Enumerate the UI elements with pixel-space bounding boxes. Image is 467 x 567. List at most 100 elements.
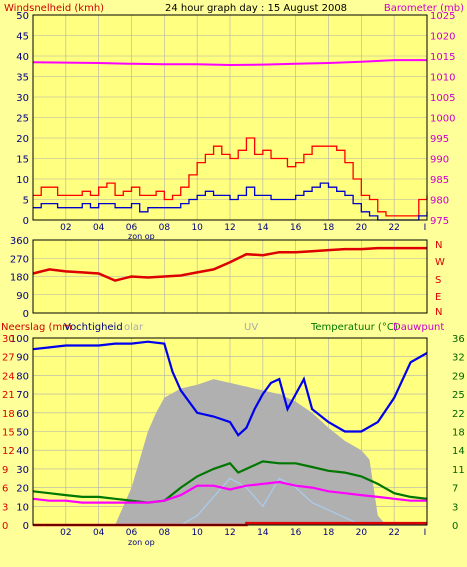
- solar-area: [33, 379, 427, 525]
- barometer-tick-label: 1000: [430, 114, 455, 125]
- rain-tick-label: 0: [2, 521, 8, 532]
- x-tick-label: 06: [126, 528, 138, 538]
- wind-tick-label: 10: [16, 175, 29, 186]
- rain-axis-title: Neerslag (mm: [1, 322, 72, 333]
- weather-panel-border: [32, 337, 428, 526]
- wind-tick-label: 30: [16, 93, 29, 104]
- x-tick-label: 08: [159, 528, 171, 538]
- rain-tick-label: 24: [2, 371, 15, 382]
- x-tick-label: 02: [60, 528, 71, 538]
- barometer-tick-label: 1010: [430, 73, 455, 84]
- barometer-tick-label: 1005: [430, 93, 455, 104]
- humidity-tick-label: 0: [23, 521, 29, 532]
- humidity-tick-label: 60: [16, 409, 29, 420]
- x-tick-label: 10: [191, 528, 203, 538]
- barometer-tick-label: 985: [430, 175, 449, 186]
- barometer-tick-label: 980: [430, 196, 449, 207]
- rain-tick-label: 3: [2, 502, 8, 513]
- uv-line: [33, 477, 427, 526]
- humidity-axis-title: Vochtigheid: [64, 322, 123, 333]
- dewpoint-line: [32, 480, 427, 504]
- humidity-tick-label: 90: [16, 353, 29, 364]
- rain-tick-label: 30: [2, 334, 15, 345]
- sunrise-label: zon op: [128, 232, 155, 241]
- x-tick-label: 04: [93, 223, 105, 233]
- barometer-line: [32, 59, 427, 67]
- temperature-tick-label: 3: [452, 502, 458, 513]
- uv-axis-title: UV: [244, 322, 258, 333]
- direction-tick-label: 360: [10, 236, 29, 247]
- temperature-tick-label: 18: [452, 428, 465, 439]
- x-tick-label: 02: [60, 223, 71, 233]
- wind-panel-border: [32, 14, 428, 221]
- x-tick-label: 16: [290, 223, 302, 233]
- humidity-line: [32, 340, 428, 437]
- rain-tick-label: 21: [2, 390, 15, 401]
- humidity-tick-label: 20: [16, 484, 29, 495]
- x-tick-label: 16: [290, 528, 302, 538]
- humidity-tick-label: 50: [16, 428, 29, 439]
- x-tick-label: 06: [126, 223, 138, 233]
- solar-axis-title: olar: [124, 322, 144, 333]
- temperature-tick-label: 0: [452, 521, 458, 532]
- rain-tick-label: 12: [2, 446, 15, 457]
- humidity-tick-label: 70: [16, 390, 29, 401]
- x-tick-label: 14: [257, 528, 269, 538]
- wind-axis-title: Windsnelheid (kmh): [4, 3, 104, 14]
- rain-tick-label: 9: [2, 465, 8, 476]
- x-tick-label: 18: [323, 528, 335, 538]
- chart-title: 24 hour graph day : 15 August 2008: [165, 3, 347, 14]
- humidity-tick-label: 80: [16, 371, 29, 382]
- wind-tick-label: 35: [16, 73, 29, 84]
- barometer-tick-label: 975: [430, 216, 449, 227]
- compass-label: W: [435, 257, 445, 268]
- wind-tick-label: 45: [16, 32, 29, 43]
- x-tick-label: 20: [356, 528, 368, 538]
- barometer-axis-title: Barometer (mb): [384, 3, 464, 14]
- x-tick-label: 10: [191, 223, 203, 233]
- temperature-tick-label: 25: [452, 390, 465, 401]
- compass-label: N: [435, 307, 442, 318]
- direction-tick-label: 90: [16, 291, 29, 302]
- x-tick-label: I: [424, 223, 427, 233]
- humidity-tick-label: 40: [16, 446, 29, 457]
- temperature-line: [32, 460, 428, 504]
- wind-tick-label: 20: [16, 134, 29, 145]
- temperature-tick-label: 22: [452, 409, 465, 420]
- rain-tick-label: 6: [2, 484, 8, 495]
- direction-tick-label: 180: [10, 273, 29, 284]
- rain-tick-label: 18: [2, 409, 15, 420]
- direction-panel-border: [32, 239, 428, 314]
- dewpoint-axis-title: Dauwpunt: [393, 322, 444, 333]
- temperature-tick-label: 14: [452, 446, 465, 457]
- x-tick-label: I: [424, 528, 427, 538]
- x-tick-label: 14: [257, 223, 269, 233]
- wind-tick-label: 5: [23, 196, 29, 207]
- barometer-tick-label: 995: [430, 134, 449, 145]
- rain-tick-label: 15: [2, 428, 15, 439]
- direction-tick-label: 0: [23, 309, 29, 320]
- temperature-tick-label: 36: [452, 334, 465, 345]
- x-tick-label: 08: [159, 223, 171, 233]
- temperature-tick-label: 7: [452, 484, 458, 495]
- humidity-tick-label: 30: [16, 465, 29, 476]
- temperature-tick-label: 11: [452, 465, 465, 476]
- axis-labels: 0510152025303540455097598098599099510001…: [2, 11, 465, 547]
- barometer-tick-label: 1025: [430, 11, 455, 22]
- data-series: [32, 59, 428, 527]
- sunrise-label: zon op: [128, 538, 155, 547]
- x-tick-label: 12: [224, 528, 235, 538]
- x-tick-label: 22: [388, 528, 399, 538]
- barometer-tick-label: 1020: [430, 32, 455, 43]
- wind-tick-label: 25: [16, 114, 29, 125]
- grid-lines: [33, 15, 427, 525]
- wind-tick-label: 0: [23, 216, 29, 227]
- temperature-tick-label: 32: [452, 353, 465, 364]
- wind-direction-line: [32, 246, 427, 282]
- barometer-tick-label: 990: [430, 155, 449, 166]
- compass-label: S: [435, 275, 441, 286]
- direction-tick-label: 270: [10, 254, 29, 265]
- humidity-tick-label: 100: [10, 334, 29, 345]
